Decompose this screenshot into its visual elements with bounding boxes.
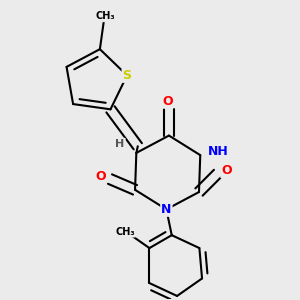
Text: O: O (95, 170, 106, 183)
Text: H: H (116, 139, 125, 149)
Text: O: O (162, 95, 173, 108)
Text: CH₃: CH₃ (95, 11, 115, 21)
Text: NH: NH (208, 145, 228, 158)
Text: N: N (161, 203, 172, 216)
Text: S: S (122, 69, 131, 82)
Text: CH₃: CH₃ (115, 227, 135, 237)
Text: O: O (221, 164, 232, 177)
